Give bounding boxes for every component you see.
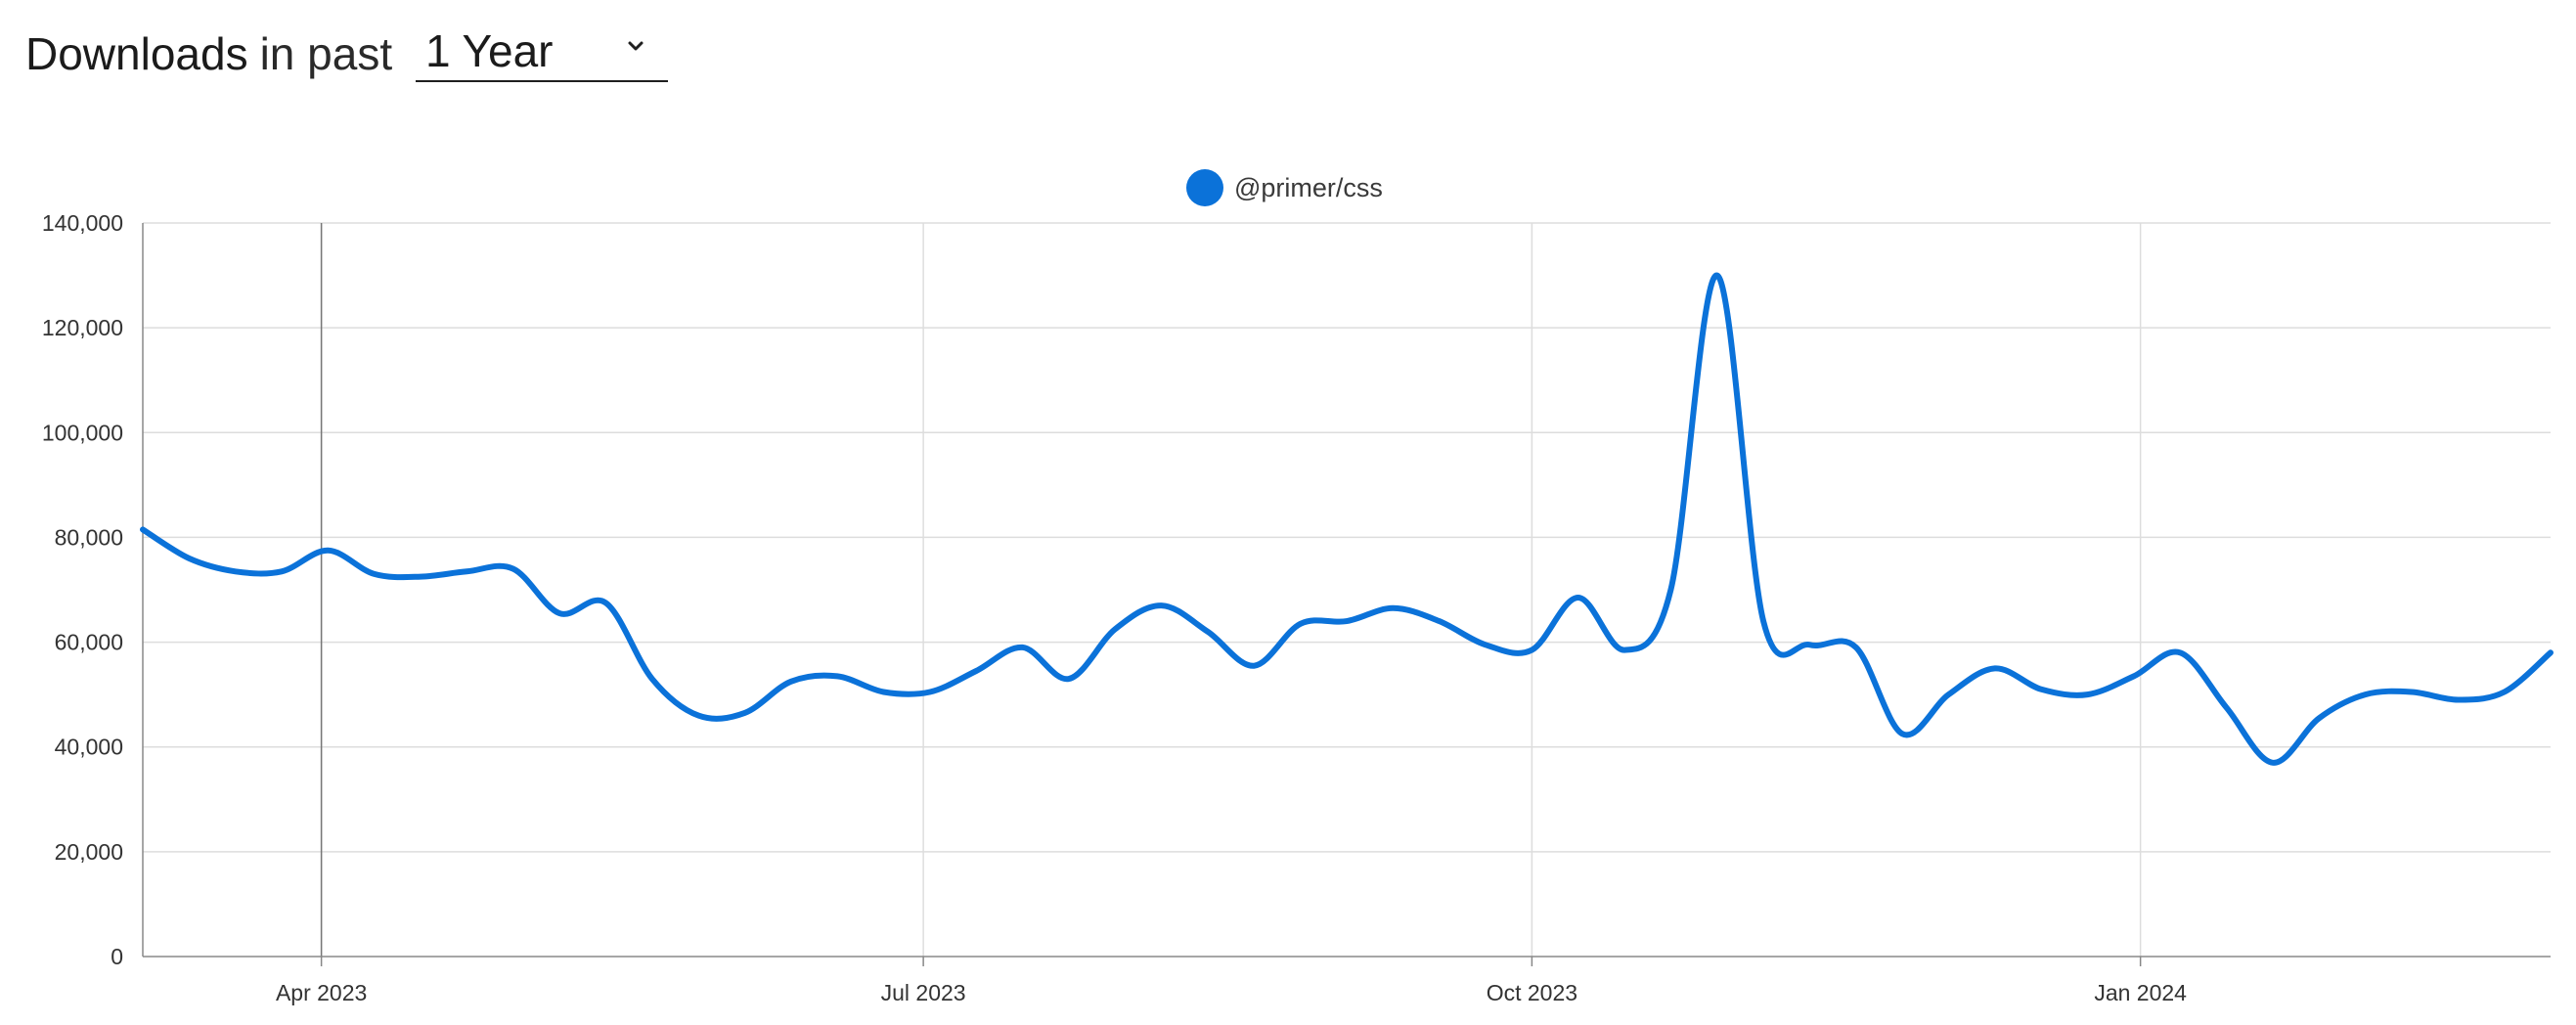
downloads-heading: Downloads in past xyxy=(25,20,392,88)
grid-layer xyxy=(143,222,2551,853)
chevron-down-icon xyxy=(628,41,644,51)
x-tick-label: Jan 2024 xyxy=(2094,980,2187,1005)
period-select-value: 1 Year xyxy=(425,25,554,76)
y-tick-label: 60,000 xyxy=(55,630,123,655)
x-grid-layer xyxy=(320,223,2142,957)
y-tick-label: 120,000 xyxy=(42,315,123,340)
legend-label: @primer/css xyxy=(1234,173,1383,202)
legend-marker xyxy=(1186,169,1223,206)
y-tick-label: 40,000 xyxy=(55,735,123,760)
heading-in-past: in past xyxy=(259,28,393,79)
period-select[interactable]: 1 Year xyxy=(416,22,668,82)
axis-layer: 0 20,000 40,000 60,000 80,000 100,000 120,000 1… xyxy=(42,210,2551,1005)
series-line[interactable] xyxy=(140,272,2554,766)
y-tick-label: 20,000 xyxy=(55,839,123,865)
x-tick-label: Jul 2023 xyxy=(881,980,966,1005)
y-tick-label: 100,000 xyxy=(42,420,123,445)
x-tick-label: Oct 2023 xyxy=(1487,980,1577,1005)
y-tick-label: 140,000 xyxy=(42,210,123,236)
y-tick-label: 0 xyxy=(111,944,123,969)
heading-downloads: Downloads xyxy=(25,28,248,79)
x-tick-label: Apr 2023 xyxy=(276,980,367,1005)
legend[interactable]: @primer/css xyxy=(1186,169,1383,206)
series-layer xyxy=(140,272,2554,766)
y-tick-label: 80,000 xyxy=(55,524,123,550)
